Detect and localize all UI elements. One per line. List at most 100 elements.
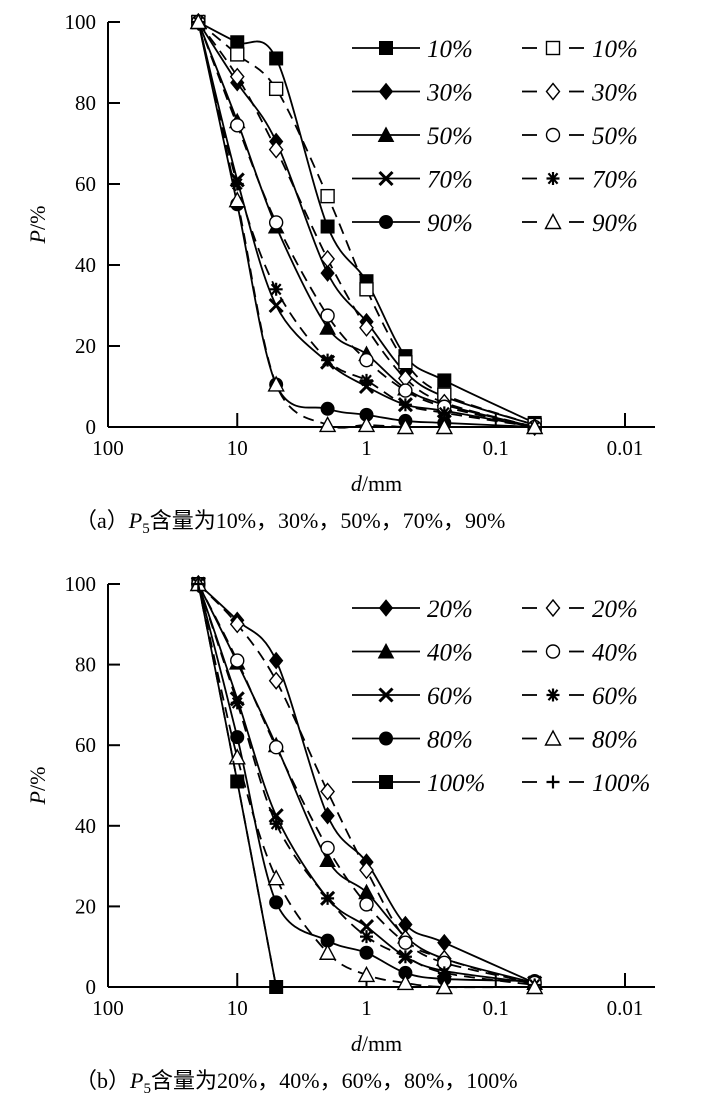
- series-dashed-80pct: [189, 575, 544, 995]
- legend-label: 40%: [592, 640, 638, 667]
- data-point-asterisk: [269, 282, 283, 296]
- data-point-asterisk: [360, 373, 373, 387]
- legend-item: 50%: [522, 123, 638, 150]
- figure-caption: （b）P5含量为20%，40%，60%，80%，100%: [75, 1068, 518, 1097]
- data-point-asterisk: [321, 353, 335, 367]
- chart-panel-a: 100 10 1 0.1 0.01020406080100d/mmP/%（a）P5含量为…: [25, 10, 655, 537]
- data-point-triangle-open: [228, 191, 246, 208]
- data-point-triangle-open: [357, 415, 376, 433]
- y-tick-label: 40: [75, 253, 96, 277]
- data-point-asterisk: [360, 930, 373, 944]
- data-point-square-open: [359, 282, 374, 297]
- legend-label: 70%: [592, 167, 638, 194]
- data-point-circle-open: [398, 935, 413, 950]
- legend-item: 60%: [352, 683, 473, 710]
- series-dashed-70pct: [191, 15, 542, 434]
- series-line: [197, 583, 535, 989]
- data-point-plus: [191, 577, 205, 591]
- y-tick-label: 0: [86, 975, 97, 999]
- data-point-circle-open: [320, 840, 335, 856]
- legend-item: 10%: [352, 36, 473, 63]
- data-point-square-open: [268, 81, 284, 97]
- data-point-diamond-open: [268, 140, 284, 159]
- legend-label: 10%: [592, 36, 638, 63]
- data-point-square-filled: [269, 51, 284, 66]
- legend-item: 20%: [352, 596, 473, 623]
- data-point-asterisk: [398, 950, 412, 964]
- data-point-triangle-open: [357, 965, 376, 983]
- series-dashed-50pct: [191, 14, 542, 435]
- x-axis-label-var: d: [351, 471, 363, 496]
- legend-marker-asterisk: [546, 688, 560, 702]
- series-dashed-90pct: [189, 13, 544, 435]
- legend-marker-x: [378, 687, 394, 703]
- data-point-diamond-open: [320, 782, 335, 801]
- y-axis-label: P/%: [25, 767, 50, 806]
- data-point-diamond-open: [229, 67, 245, 86]
- legend-marker-diamond-open: [545, 82, 561, 101]
- caption-var: P: [128, 508, 142, 533]
- data-point-triangle-filled: [319, 319, 336, 335]
- legend-marker-triangle-open: [544, 729, 562, 746]
- x-tick-label: 0.01: [607, 996, 644, 1020]
- data-point-triangle-open: [396, 973, 415, 991]
- data-point-triangle-open: [189, 13, 208, 30]
- data-point-diamond-open: [268, 671, 284, 690]
- data-point-plus: [230, 774, 244, 788]
- legend-marker-diamond-open: [545, 598, 561, 618]
- data-point-diamond-filled: [437, 933, 452, 952]
- data-point-circle-filled: [230, 730, 245, 745]
- legend-label: 100%: [592, 770, 650, 797]
- caption-prefix: （a）: [75, 508, 129, 533]
- data-point-circle-open: [398, 383, 413, 398]
- legend-marker-circle-open: [545, 127, 561, 143]
- legend-label: 60%: [427, 683, 473, 710]
- data-point-diamond-open: [359, 318, 374, 337]
- legend-marker-asterisk: [546, 172, 560, 185]
- legend-item: 20%: [522, 596, 638, 623]
- legend-item: 30%: [522, 80, 638, 107]
- data-point-diamond-filled: [269, 651, 284, 670]
- legend-label: 80%: [427, 727, 473, 754]
- legend-label: 90%: [427, 210, 473, 237]
- legend-marker-circle-filled: [379, 731, 393, 746]
- data-point-square-open: [320, 188, 335, 204]
- legend-marker-triangle-open: [544, 213, 562, 230]
- data-point-diamond-open: [320, 249, 335, 269]
- y-axis-label-unit: /%: [25, 206, 50, 230]
- data-point-triangle-open: [396, 418, 415, 435]
- data-point-square-filled: [437, 373, 452, 388]
- data-point-triangle-open: [525, 978, 544, 995]
- legend-marker-plus: [546, 775, 560, 789]
- legend-marker-circle-filled: [379, 215, 393, 229]
- data-point-triangle-open: [435, 978, 453, 995]
- y-tick-label: 100: [65, 572, 97, 596]
- x-tick-label: 100: [92, 996, 124, 1020]
- y-tick-label: 40: [75, 814, 96, 838]
- legend-item: 60%: [522, 683, 638, 710]
- data-point-circle-open: [359, 897, 374, 912]
- data-point-triangle-open: [318, 415, 337, 433]
- data-point-triangle-filled: [319, 851, 336, 868]
- data-point-square-open: [398, 355, 413, 370]
- data-point-circle-open: [230, 118, 245, 133]
- y-tick-label: 0: [86, 415, 97, 439]
- legend-marker-diamond-filled: [378, 82, 394, 101]
- x-tick-label: 0.1: [483, 436, 509, 460]
- x-axis-label-unit: /mm: [362, 471, 402, 496]
- data-point-triangle-open: [435, 418, 453, 435]
- legend-marker-circle-open: [545, 644, 561, 659]
- legend-label: 90%: [592, 210, 638, 237]
- y-axis-label-var: P: [25, 230, 50, 244]
- x-axis-label-unit: /mm: [362, 1031, 402, 1056]
- data-point-triangle-open: [267, 375, 285, 392]
- data-point-square-open: [230, 47, 245, 62]
- data-point-triangle-open: [267, 869, 285, 886]
- legend-marker-x: [378, 170, 394, 187]
- y-tick-label: 60: [75, 733, 96, 757]
- x-tick-label: 0.01: [607, 436, 644, 460]
- data-point-triangle-filled: [358, 883, 375, 900]
- figure-caption: （a）P5含量为10%，30%，50%，70%，90%: [75, 508, 505, 537]
- legend-label: 20%: [592, 596, 638, 623]
